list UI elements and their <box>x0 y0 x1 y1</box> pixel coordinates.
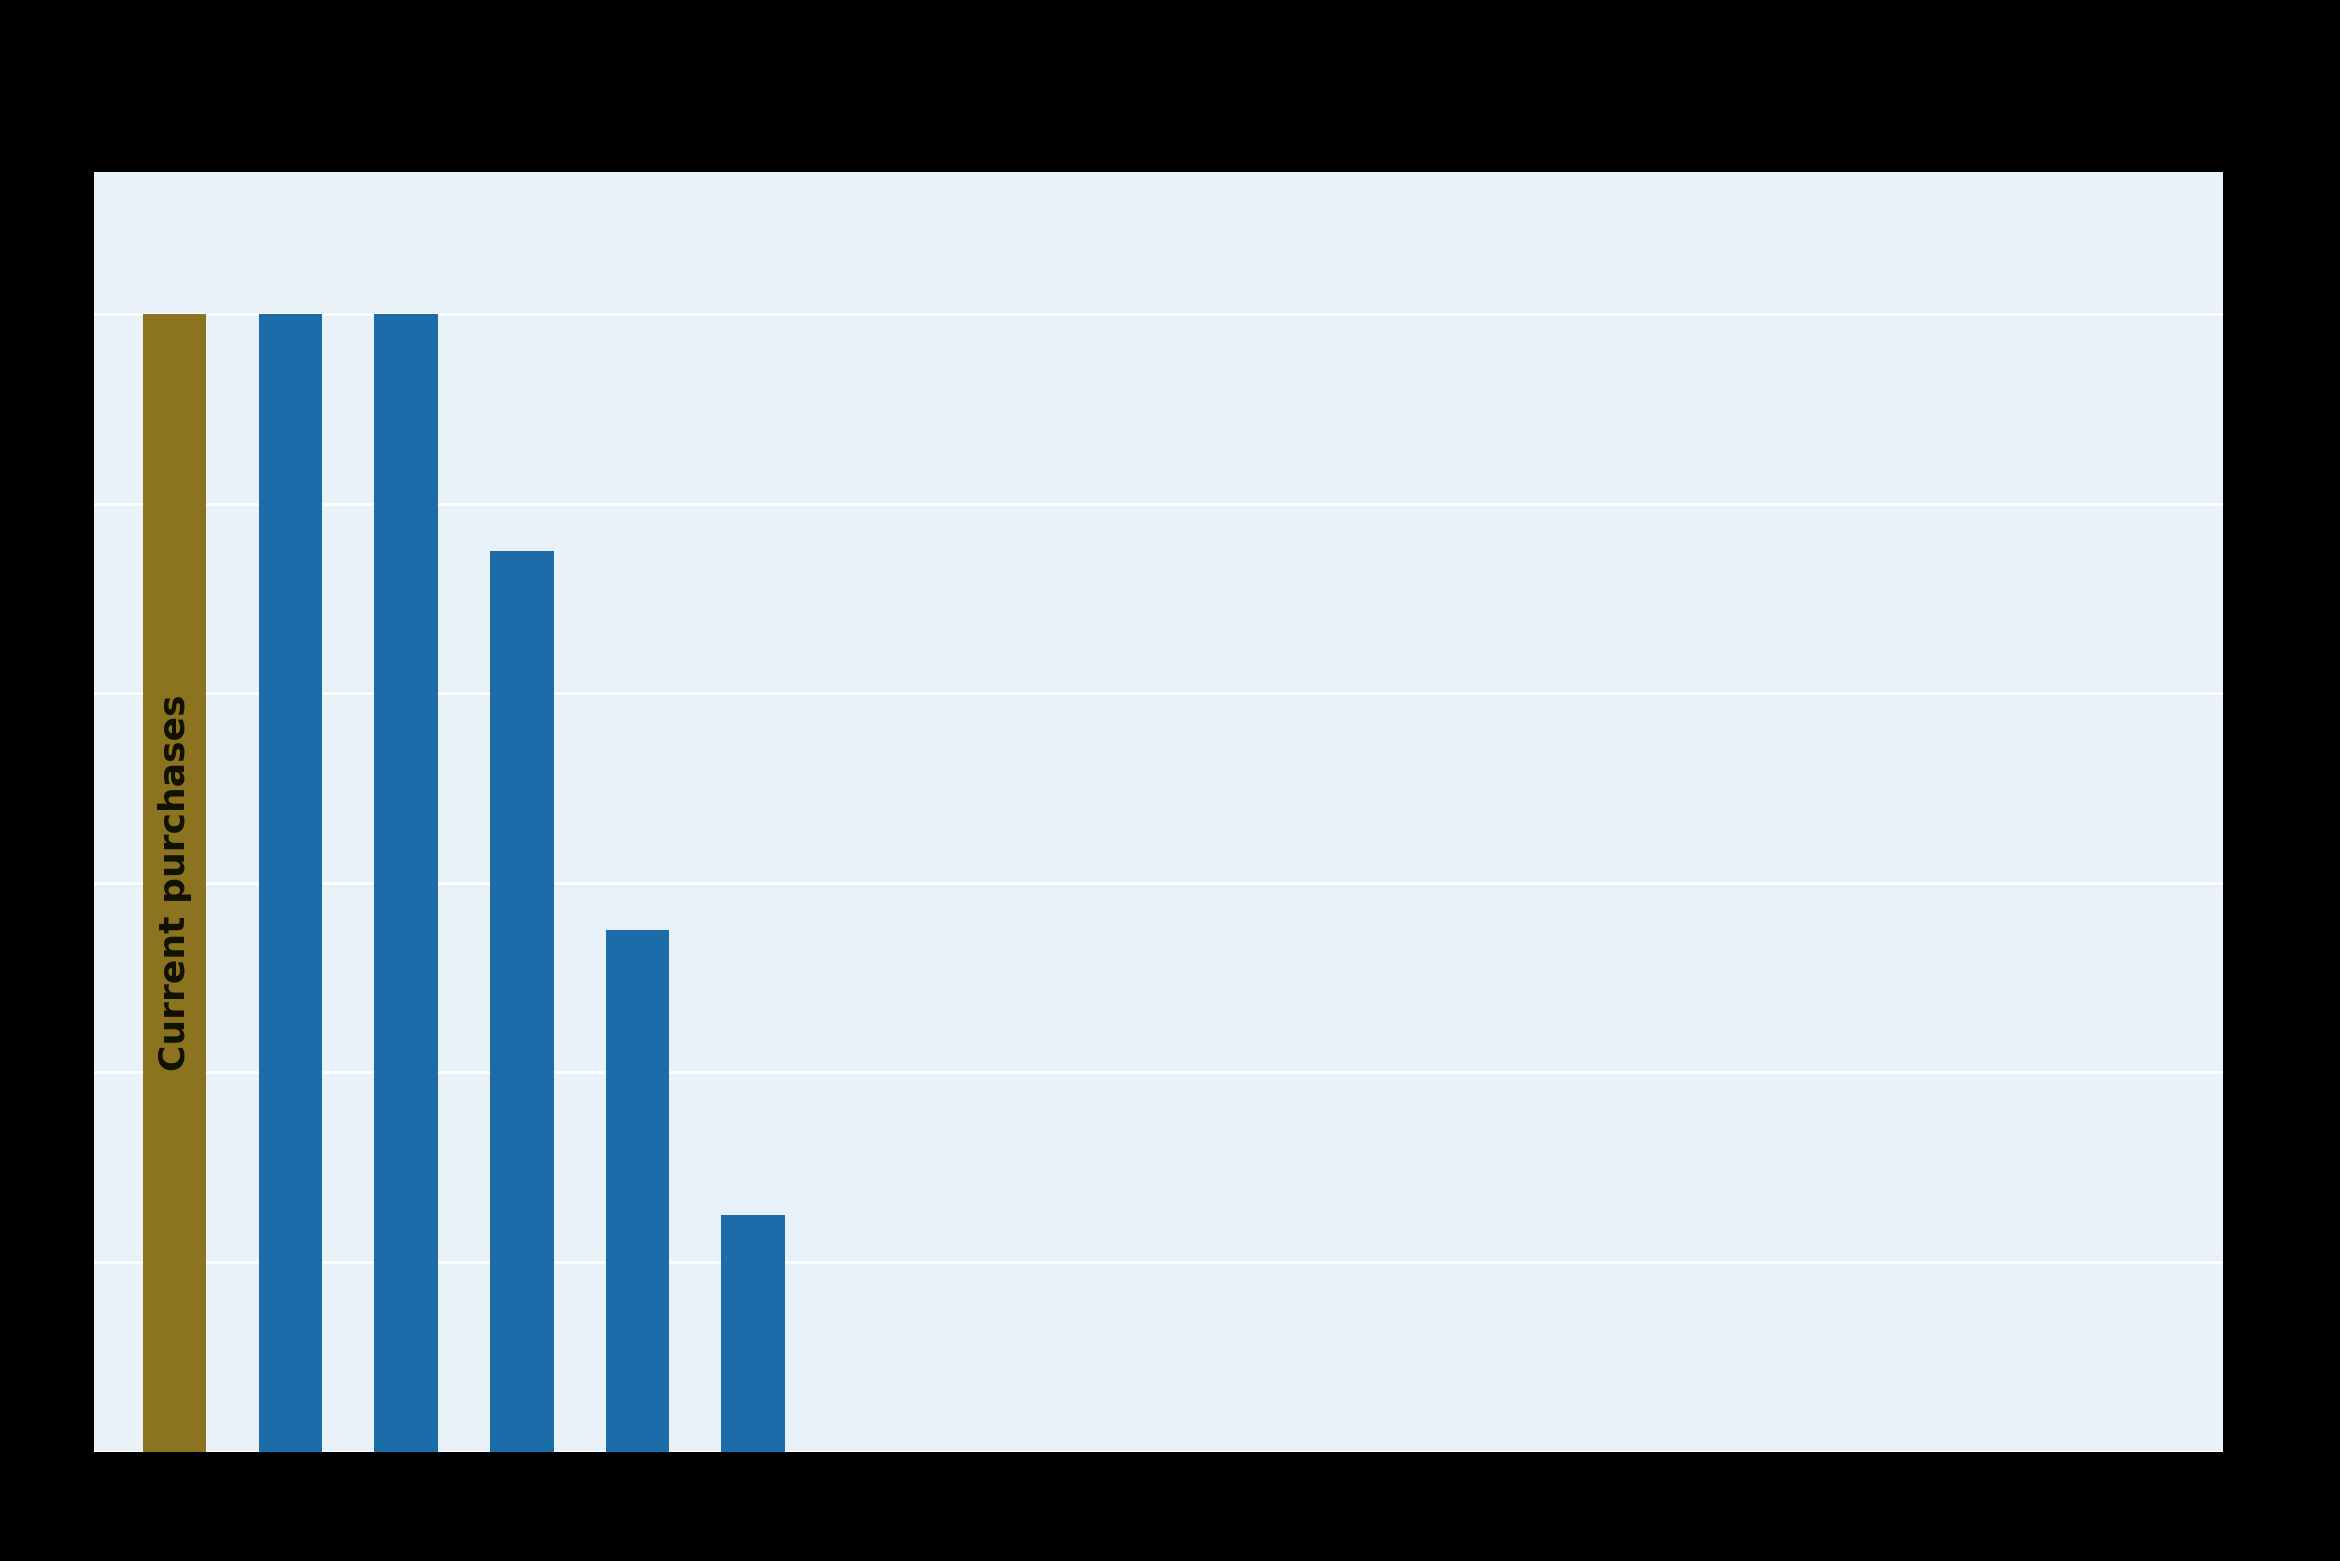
Bar <box>257 314 323 1452</box>
Bar <box>143 314 206 1452</box>
Bar <box>721 1214 786 1452</box>
Bar <box>606 930 669 1452</box>
Text: Current purchases: Current purchases <box>157 695 192 1071</box>
Bar <box>374 314 438 1452</box>
Bar <box>489 551 555 1452</box>
